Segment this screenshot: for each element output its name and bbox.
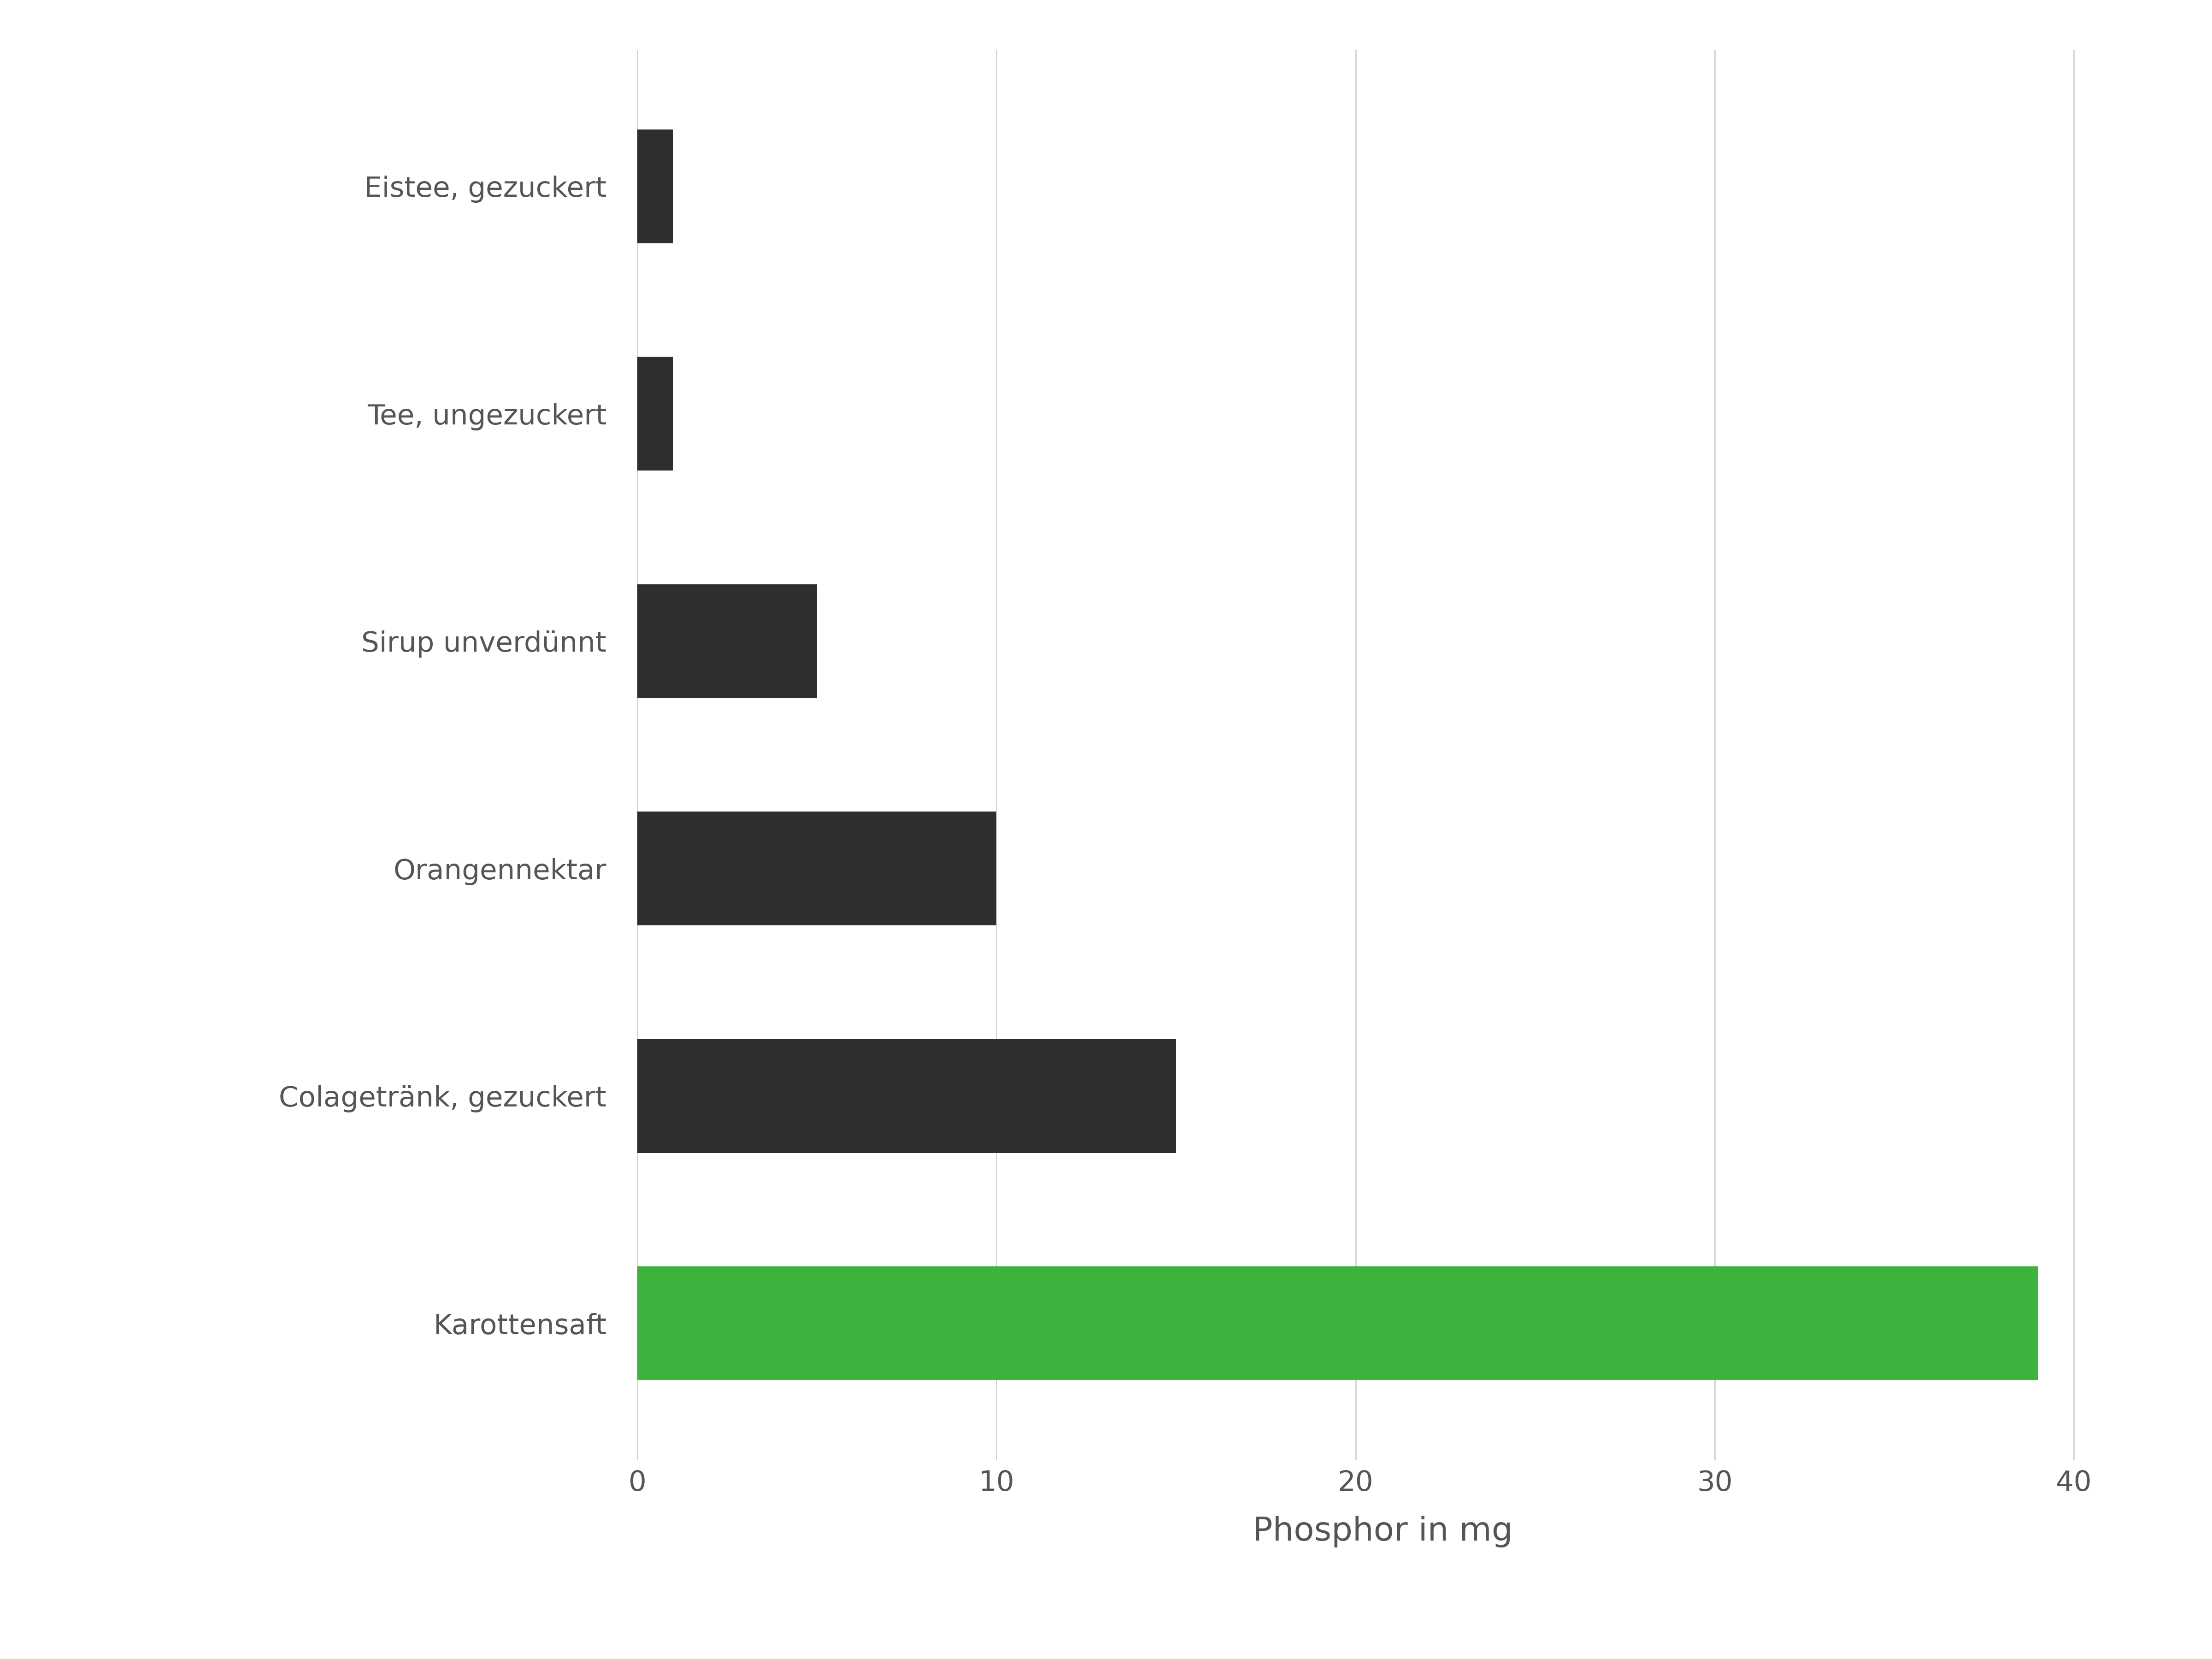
Bar <box>637 357 672 471</box>
Bar <box>637 129 672 244</box>
Bar <box>637 1039 1177 1153</box>
Bar <box>637 584 816 698</box>
Bar <box>637 811 995 926</box>
Bar <box>637 1266 2037 1380</box>
X-axis label: Phosphor in mg: Phosphor in mg <box>1252 1516 1513 1548</box>
